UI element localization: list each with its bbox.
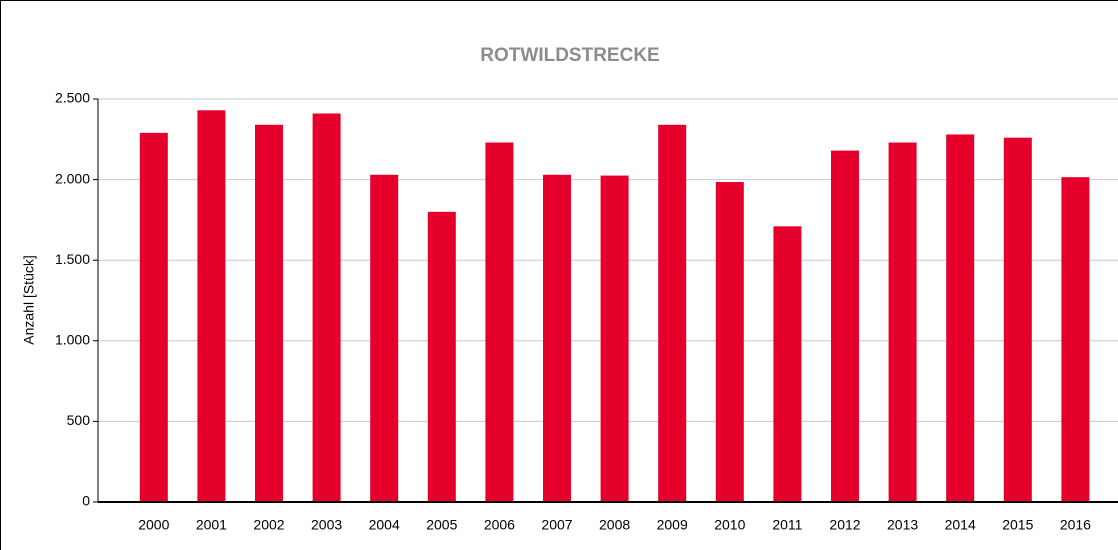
x-tick-label: 2009 [657, 517, 688, 533]
x-tick-label: 2001 [196, 517, 227, 533]
y-tick-label: 2.000 [55, 170, 90, 186]
bar [773, 226, 802, 502]
x-tick-label: 2006 [484, 517, 515, 533]
bar [197, 110, 226, 502]
bar [715, 182, 744, 502]
bar [255, 124, 283, 503]
bar [139, 132, 168, 503]
bar [370, 174, 399, 503]
y-tick-label: 1.000 [55, 332, 90, 348]
x-tick-label: 2014 [945, 517, 976, 533]
x-tick-label: 2016 [1060, 517, 1091, 533]
x-tick-label: 2012 [829, 517, 860, 533]
bar [946, 134, 975, 503]
y-axis-label: Anzahl [Stück] [21, 255, 37, 345]
chart-title: ROTWILDSTRECKE [480, 45, 659, 66]
x-tick-label: 2005 [426, 517, 457, 533]
x-tick-label: 2008 [599, 517, 630, 533]
bar [1003, 137, 1032, 503]
bar [543, 174, 571, 503]
bar [485, 142, 514, 503]
bar [1061, 177, 1090, 502]
x-tick-label: 2000 [138, 517, 169, 533]
y-tick-label: 2.500 [55, 90, 90, 106]
x-tick-label: 2002 [253, 517, 284, 533]
bar [888, 142, 917, 503]
y-tick-label: 0 [82, 493, 90, 509]
x-tick-label: 2013 [887, 517, 918, 533]
bar [831, 150, 859, 503]
x-tick-label: 2004 [369, 517, 400, 533]
x-tick-label: 2011 [772, 517, 802, 533]
x-tick-label: 2015 [1002, 517, 1033, 533]
y-tick-label: 500 [67, 412, 91, 428]
bar [600, 175, 629, 502]
bar [312, 113, 341, 503]
bar [427, 211, 456, 502]
x-tick-label: 2007 [541, 517, 572, 533]
x-tick-label: 2010 [714, 517, 745, 533]
x-tick-label: 2003 [311, 517, 342, 533]
bar [658, 124, 687, 503]
y-tick-label: 1.500 [55, 251, 90, 267]
